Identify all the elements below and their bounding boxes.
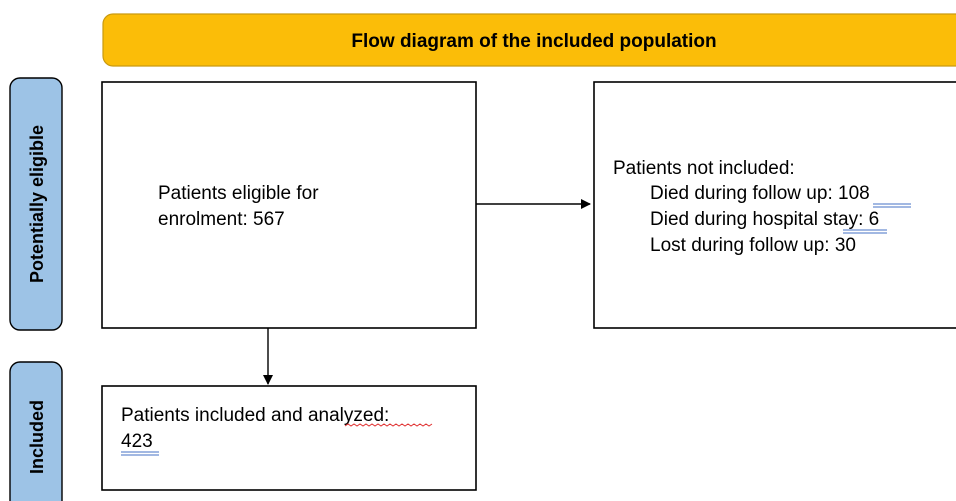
box-text: Patients included and analyzed: bbox=[121, 405, 389, 426]
section-tab bbox=[9, 77, 63, 331]
section-label: Included bbox=[27, 400, 47, 474]
box-text: 423 bbox=[121, 431, 153, 452]
box-title: Patients not included: bbox=[613, 158, 795, 179]
header-title: Flow diagram of the included population bbox=[351, 31, 716, 52]
box-text: enrolment: 567 bbox=[158, 209, 285, 230]
section-label: Potentially eligible bbox=[27, 125, 47, 283]
header-banner bbox=[102, 13, 956, 67]
included-box bbox=[101, 385, 477, 491]
box-text: Patients eligible for bbox=[158, 183, 319, 204]
section-tab bbox=[9, 361, 63, 501]
box-text: Died during follow up: 108 bbox=[650, 183, 870, 204]
spell-underline bbox=[121, 451, 159, 456]
spell-underline bbox=[843, 203, 911, 234]
box-text: Lost during follow up: 30 bbox=[650, 235, 856, 256]
eligible-box bbox=[101, 81, 477, 329]
box-text: Died during hospital stay: 6 bbox=[650, 209, 879, 230]
spell-squiggle bbox=[344, 423, 433, 427]
excluded-box bbox=[593, 81, 956, 329]
